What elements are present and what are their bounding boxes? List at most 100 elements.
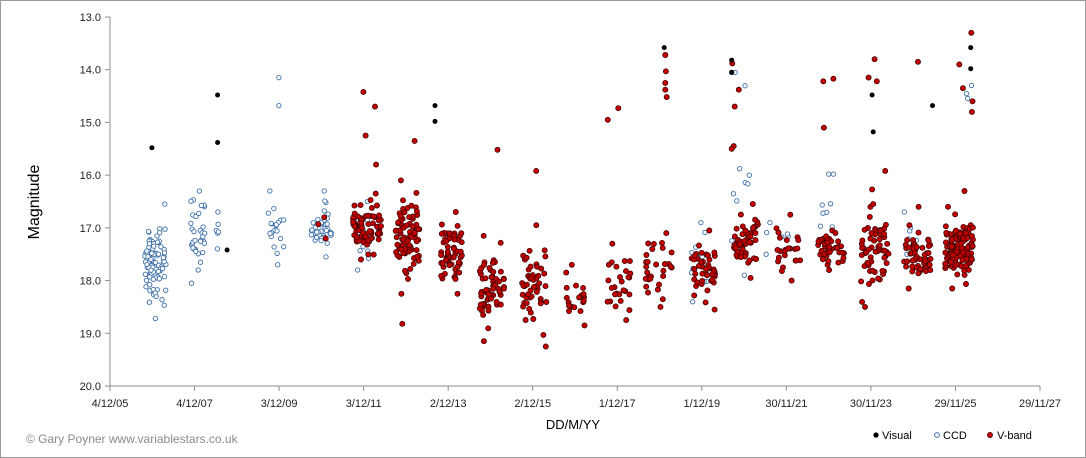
ccd-point [200,249,206,256]
ccd-point [271,244,277,250]
vband-point [454,290,461,297]
y-ticks: 13.0 14.0 15.0 16.0 17.0 18.0 19.0 20.0 [80,12,110,393]
vband-point [862,303,868,310]
vband-point [728,145,735,152]
ccd-point [784,231,791,237]
vband-point [750,224,756,231]
ccd-point [152,315,159,322]
ccd-point [145,253,151,260]
vband-point [372,190,379,197]
vband-point [904,237,911,244]
vband-point [969,224,976,231]
vband-point [612,303,619,310]
ccd-point [314,229,320,235]
vband-point [626,307,633,314]
vband-point [866,281,872,287]
ccd-point [146,241,153,247]
visual-point [149,145,155,151]
vband-point [496,288,503,295]
vband-point [875,275,882,282]
vband-point [909,257,916,264]
visual-point [870,129,876,135]
visual-point [661,45,667,51]
ccd-point [192,237,198,244]
vband-point [863,249,870,256]
vband-point [411,137,418,144]
vband-point [644,258,651,265]
vband-point [406,214,413,221]
vband-point [969,243,976,250]
ccd-point [191,228,197,235]
vband-point [746,257,753,264]
vband-point [794,245,801,252]
ccd-point [746,172,752,178]
vband-point [375,236,382,243]
ccd-point [323,254,329,260]
vband-point [735,86,742,93]
vband-point [497,268,504,275]
y-tick-label: 20.0 [80,381,101,393]
x-tick-label: 3/12/11 [346,398,382,410]
vband-point [865,74,872,81]
ccd-point [730,191,737,197]
ccd-point [201,240,208,246]
vband-point [580,284,587,291]
vband-point [961,188,968,194]
visual-point [930,103,935,109]
vband-point [778,268,785,274]
x-tick-label: 2/12/15 [514,398,551,410]
x-tick-label: 1/12/17 [599,398,636,410]
vband-point [409,223,416,230]
ccd-point [144,248,150,254]
ccd-point [148,267,154,273]
vband-point [825,258,832,265]
vband-point [520,303,527,310]
vband-point [454,222,461,229]
vband-point [392,227,399,234]
x-tick-label: 30/11/21 [765,398,807,410]
vband-point [776,234,783,241]
vband-point [350,219,357,225]
vband-point [482,275,489,282]
ccd-point [275,262,281,268]
ccd-point [827,201,834,207]
vband-point [881,231,888,237]
vband-point [357,202,364,209]
vband-point [737,211,744,218]
vband-point [615,105,622,112]
visual-point [729,69,735,75]
vband-point [477,301,484,308]
credit-text: © Gary Poyner www.variablestars.co.uk [26,432,239,446]
y-tick-label: 15.0 [80,117,101,129]
x-tick-label: 1/12/19 [683,398,720,410]
vband-point [662,68,669,75]
legend-vband-marker [987,432,993,438]
vband-point [746,239,753,246]
vband-point [402,267,408,274]
vband-point [480,311,487,318]
vband-point [795,237,802,244]
vband-point [883,260,890,267]
vband-point [523,300,530,307]
vband-point [826,244,833,250]
vband-point [375,230,382,237]
ccd-point [281,217,287,223]
vband-point [451,236,458,243]
vband-point [530,283,537,290]
vband-point [322,235,329,242]
vband-point [365,221,372,228]
vband-point [490,285,497,292]
vband-point [660,273,667,280]
ccd-point [322,198,328,204]
x-tick-label: 29/11/25 [934,398,976,410]
vband-point [950,251,957,258]
vband-point [905,285,912,292]
vband-point [709,276,716,283]
vband-point [566,302,572,309]
vband-point [543,299,550,305]
vband-point [573,282,579,289]
vband-point [659,244,666,251]
vband-point [657,303,664,310]
y-axis-title: Magnitude [26,165,43,240]
vband-point [698,249,705,256]
